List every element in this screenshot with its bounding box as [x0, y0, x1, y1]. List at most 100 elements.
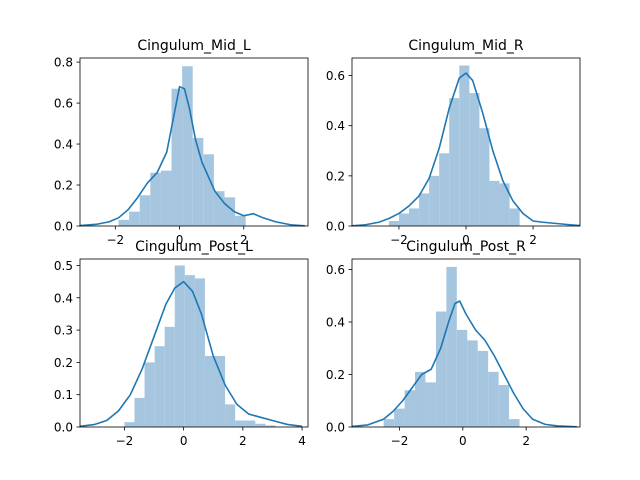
histogram-bar — [459, 65, 470, 226]
histogram-bar — [255, 423, 266, 427]
x-tick-label: 2 — [529, 233, 537, 247]
subplot-title: Cingulum_Mid_R — [408, 38, 524, 54]
y-tick-label: 0.0 — [54, 220, 73, 234]
subplot-title: Cingulum_Post_L — [135, 239, 253, 255]
x-tick-label: −2 — [391, 434, 409, 448]
subplot-4: −2 0 2 0.0 0.2 0.4 0.6 Cingulum_Post_R — [326, 239, 581, 448]
y-tick-label: 0.8 — [54, 56, 73, 70]
histogram-bar — [509, 419, 520, 427]
histogram-bar — [489, 180, 500, 226]
histogram-bar — [144, 362, 155, 427]
y-tick-label: 0.0 — [326, 421, 345, 435]
y-tick-label: 0.4 — [326, 316, 345, 330]
subplot-1: −2 0 2 0.0 0.2 0.4 0.6 0.8 Cingulum_Mid_L — [54, 38, 309, 247]
kde-line — [79, 85, 305, 227]
histogram-bar — [194, 278, 205, 427]
y-tick-label: 0.1 — [54, 388, 73, 402]
histogram-bar — [203, 154, 214, 226]
x-tick-label: 2 — [239, 434, 247, 448]
histogram-bar — [265, 425, 276, 427]
histogram-bar — [404, 390, 416, 427]
x-tick-label: 4 — [298, 434, 306, 448]
histogram-bar — [488, 371, 499, 427]
histogram-bar — [160, 170, 172, 226]
histogram-bar — [409, 208, 420, 226]
kde-line — [351, 72, 581, 227]
y-tick-label: 0.0 — [54, 421, 73, 435]
histogram-bar — [225, 404, 236, 427]
histogram-bar — [204, 355, 216, 427]
histogram-bar — [245, 420, 256, 427]
histogram-bar — [498, 385, 510, 427]
histogram-bar — [118, 219, 130, 226]
histogram-bar — [435, 311, 447, 427]
y-tick-label: 0.5 — [54, 259, 73, 273]
x-tick-label: −2 — [106, 233, 124, 247]
histogram-bar — [477, 350, 489, 427]
axes-frame — [351, 258, 581, 428]
histogram-bar — [415, 371, 426, 427]
x-tick-label: 2 — [240, 233, 248, 247]
y-tick-label: 0.0 — [326, 220, 345, 234]
histogram-bar — [124, 422, 135, 427]
y-tick-label: 0.2 — [326, 169, 345, 183]
histogram-bar — [184, 275, 195, 427]
histogram-bar — [394, 408, 405, 427]
y-tick-label: 0.6 — [54, 97, 73, 111]
histogram-bar — [134, 397, 145, 427]
histogram-bar — [467, 340, 478, 427]
y-tick-label: 0.4 — [54, 138, 73, 152]
histogram-bar — [129, 211, 140, 226]
subplot-2: −2 0 2 0.0 0.2 0.4 0.6 Cingulum_Mid_R — [326, 38, 581, 247]
subplot-title: Cingulum_Post_R — [406, 239, 526, 255]
histogram-bar — [150, 172, 161, 226]
y-tick-label: 0.4 — [54, 291, 73, 305]
x-tick-label: −2 — [116, 434, 134, 448]
axes-frame — [79, 258, 309, 428]
y-tick-label: 0.6 — [326, 263, 345, 277]
histogram-bar — [469, 93, 480, 226]
y-tick-label: 0.3 — [54, 324, 73, 338]
histogram-bar — [139, 195, 151, 226]
histogram-bar — [449, 98, 460, 226]
x-tick-label: 2 — [522, 434, 530, 448]
histogram-bar — [398, 213, 409, 226]
y-tick-label: 0.4 — [326, 119, 345, 133]
histogram-bar — [154, 346, 165, 427]
kde-line — [351, 300, 577, 428]
histogram-bar — [499, 183, 510, 226]
histogram-bar — [235, 215, 246, 226]
histogram-bar — [429, 175, 440, 226]
histogram-bar — [164, 326, 175, 427]
x-tick-label: 0 — [459, 434, 467, 448]
histogram-bar — [224, 197, 236, 226]
histogram-bar — [419, 193, 430, 226]
y-tick-label: 0.2 — [54, 356, 73, 370]
x-tick-label: 0 — [180, 434, 188, 448]
kde-line — [79, 280, 303, 428]
histogram-bar — [383, 419, 395, 427]
x-tick-label: −2 — [390, 233, 408, 247]
x-tick-label: 0 — [176, 233, 184, 247]
histogram-bar — [171, 88, 183, 226]
histogram-bar — [174, 265, 185, 427]
histogram-bar — [446, 266, 457, 427]
histogram-bar — [182, 66, 193, 226]
histogram-bar — [509, 208, 520, 226]
x-tick-label: 0 — [462, 233, 470, 247]
subplot-title: Cingulum_Mid_L — [137, 38, 251, 54]
histogram-bar — [439, 153, 450, 226]
histogram-bar — [425, 382, 436, 427]
y-tick-label: 0.2 — [326, 368, 345, 382]
histogram-bar — [479, 128, 490, 226]
y-tick-label: 0.2 — [54, 179, 73, 193]
subplot-3: −2 0 2 4 0.0 0.1 0.2 0.3 0.4 0.5 Cingulum_Post_L — [54, 239, 309, 448]
histogram-bar — [215, 355, 226, 427]
histogram-bar — [192, 137, 204, 226]
histogram-bar — [235, 420, 246, 427]
histogram-bar — [213, 191, 225, 226]
histogram-bar — [388, 220, 399, 226]
axes-frame — [79, 57, 309, 227]
y-tick-label: 0.6 — [326, 69, 345, 83]
